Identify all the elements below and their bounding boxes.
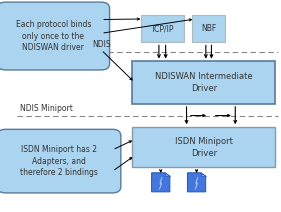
Polygon shape [159, 177, 162, 190]
Polygon shape [165, 173, 170, 176]
FancyBboxPatch shape [0, 2, 110, 70]
FancyBboxPatch shape [132, 127, 275, 167]
Text: ISDN Miniport
Driver: ISDN Miniport Driver [175, 137, 233, 158]
Text: Each protocol binds
only once to the
NDISWAN driver: Each protocol binds only once to the NDI… [16, 20, 91, 52]
Text: NDISWAN Intermediate
Driver: NDISWAN Intermediate Driver [155, 72, 253, 93]
Polygon shape [201, 173, 206, 176]
Text: ISDN Miniport has 2
Adapters, and
therefore 2 bindings: ISDN Miniport has 2 Adapters, and theref… [20, 145, 98, 177]
Text: TCP/IP: TCP/IP [151, 24, 174, 33]
FancyBboxPatch shape [192, 15, 225, 42]
Text: NBF: NBF [201, 24, 216, 33]
Polygon shape [195, 177, 198, 190]
FancyBboxPatch shape [132, 61, 275, 104]
Polygon shape [187, 173, 206, 192]
FancyBboxPatch shape [0, 129, 121, 193]
Text: NDIS Miniport: NDIS Miniport [20, 104, 72, 113]
Polygon shape [152, 173, 170, 192]
Text: NDIS: NDIS [93, 40, 111, 49]
FancyBboxPatch shape [140, 15, 184, 42]
